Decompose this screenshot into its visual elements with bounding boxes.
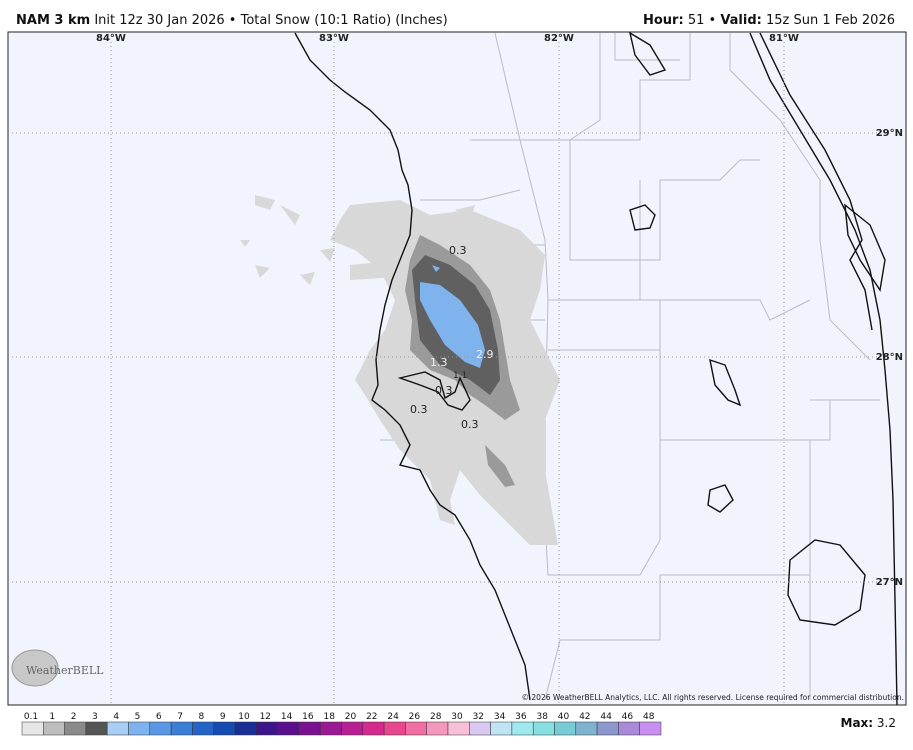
colorbar-swatch	[213, 721, 236, 736]
colorbar-label: 32	[473, 712, 484, 722]
lat-label: 28°N	[876, 352, 903, 363]
colorbar-swatch	[426, 721, 449, 736]
logo-text: WeatherBELL	[26, 664, 104, 677]
colorbar-label: 0.1	[24, 712, 38, 722]
colorbar-label: 8	[199, 712, 205, 722]
colorbar-swatch	[21, 721, 44, 736]
colorbar-label: 7	[177, 712, 183, 722]
colorbar-label: 46	[622, 712, 634, 722]
colorbar-swatch	[618, 721, 640, 736]
colorbar-swatch	[43, 721, 65, 736]
contour-label: 0.3	[435, 384, 453, 397]
logo: WeatherBELL	[11, 649, 104, 687]
colorbar-label: 12	[260, 712, 271, 722]
colorbar-swatch	[575, 721, 598, 736]
colorbar-swatch	[469, 721, 491, 736]
colorbar-swatch	[447, 721, 470, 736]
colorbar-swatch	[362, 721, 385, 736]
colorbar-label: 6	[156, 712, 162, 722]
colorbar-swatch	[170, 721, 193, 736]
hour: 51	[688, 13, 705, 28]
model: NAM 3 km	[16, 13, 90, 28]
colorbar-label: 20	[345, 712, 357, 722]
contour-label: 0.3	[449, 244, 467, 257]
lon-label: 83°W	[319, 33, 349, 44]
colorbar-swatch	[554, 721, 577, 736]
lat-label: 29°N	[876, 128, 903, 139]
colorbar-swatch	[85, 721, 108, 736]
colorbar-label: 14	[281, 712, 293, 722]
colorbar-swatch	[532, 721, 555, 736]
colorbar-swatch	[405, 721, 427, 736]
colorbar-label: 16	[302, 712, 314, 722]
colorbar-label: 30	[451, 712, 463, 722]
header-right: Hour: 51 • Valid: 15z Sun 1 Feb 2026	[643, 13, 895, 28]
colorbar-label: 42	[579, 712, 590, 722]
colorbar-label: 2	[71, 712, 77, 722]
colorbar-label: 5	[135, 712, 141, 722]
max-label: Max:	[841, 716, 874, 730]
coastline	[294, 31, 898, 706]
colorbar-label: 10	[238, 712, 250, 722]
colorbar-label: 48	[643, 712, 655, 722]
colorbar-swatch	[149, 721, 172, 736]
colorbar-swatch	[128, 721, 151, 736]
lat-label: 27°N	[876, 577, 903, 588]
contour-label: 0.3	[461, 418, 479, 431]
colorbar-label: 9	[220, 712, 226, 722]
colorbar-label: 36	[515, 712, 527, 722]
contour-label: 1.1	[453, 371, 467, 381]
valid-label: Valid:	[720, 13, 762, 28]
contour-label: 0.3	[410, 403, 428, 416]
colorbar-swatch	[511, 721, 534, 736]
colorbar: 0.1 1 2 3 4 5 6 7 8 9 10 12 14 16 18 20 22 24 26 28 30 32 34 36…	[21, 712, 662, 736]
separator: •	[709, 13, 717, 28]
contour-label: 1.3	[430, 356, 448, 369]
colorbar-label: 34	[494, 712, 506, 722]
colorbar-label: 38	[536, 712, 548, 722]
colorbar-swatch	[234, 721, 257, 736]
colorbar-label: 1	[49, 712, 55, 722]
colorbar-swatch	[596, 721, 619, 736]
colorbar-swatch	[639, 721, 662, 736]
contour-label: 2.9	[476, 348, 494, 361]
colorbar-label: 3	[92, 712, 98, 722]
colorbar-label: 22	[366, 712, 377, 722]
graticule	[8, 42, 880, 705]
max-value: 3.2	[877, 716, 896, 730]
colorbar-swatch	[256, 721, 278, 736]
lon-label: 82°W	[544, 33, 574, 44]
colorbar-swatch	[64, 721, 87, 736]
max-readout: Max: 3.2	[841, 716, 897, 730]
valid: 15z Sun 1 Feb 2026	[766, 13, 895, 28]
hour-label: Hour:	[643, 13, 684, 28]
map: 84°W 83°W 82°W 81°W 29°N 28°N 27°N 0.3 1…	[7, 31, 907, 706]
colorbar-label: 40	[558, 712, 570, 722]
description: Init 12z 30 Jan 2026 • Total Snow (10:1 …	[94, 13, 447, 28]
colorbar-label: 18	[323, 712, 335, 722]
colorbar-label: 4	[113, 712, 119, 722]
copyright: © 2026 WeatherBELL Analytics, LLC. All r…	[522, 693, 904, 702]
colorbar-swatch	[341, 721, 364, 736]
colorbar-swatch	[277, 721, 300, 736]
colorbar-swatch	[106, 721, 129, 736]
colorbar-swatch	[298, 721, 321, 736]
colorbar-swatch	[319, 721, 342, 736]
header-left: NAM 3 km Init 12z 30 Jan 2026 • Total Sn…	[16, 13, 448, 28]
colorbar-label: 24	[387, 712, 399, 722]
colorbar-swatch	[192, 721, 214, 736]
colorbar-label: 28	[430, 712, 442, 722]
colorbar-label: 44	[600, 712, 612, 722]
colorbar-swatch	[383, 721, 406, 736]
colorbar-swatch	[490, 721, 513, 736]
colorbar-label: 26	[409, 712, 421, 722]
lon-label: 84°W	[96, 33, 126, 44]
lon-label: 81°W	[769, 33, 799, 44]
snow-shading	[240, 195, 560, 545]
